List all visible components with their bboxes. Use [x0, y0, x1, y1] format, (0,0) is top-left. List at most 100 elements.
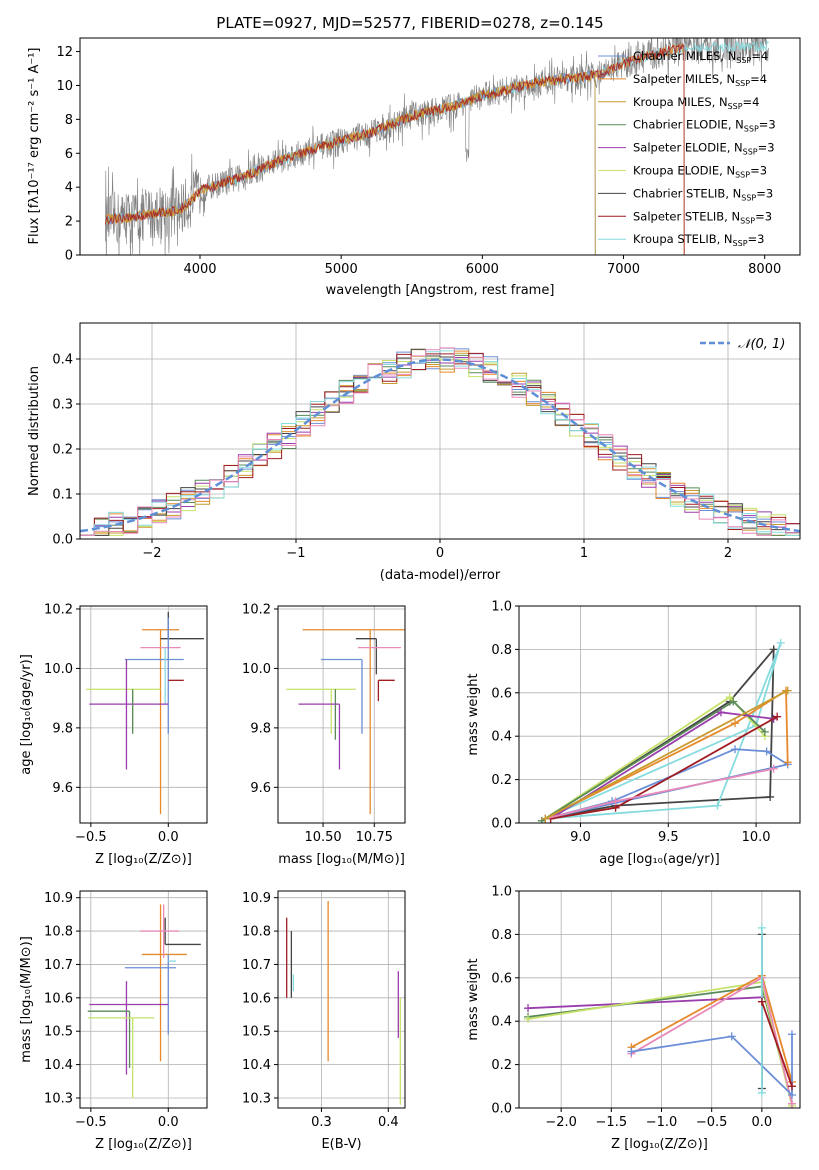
panel-weight_vs_age: 9.0 9.5 10.0 0.0 0.2 0.4 0.6 0.8 1.0 age [log₁₀(a…	[466, 600, 801, 867]
errorbar-point	[87, 1017, 155, 1098]
weight-series	[541, 638, 785, 823]
figure-title: PLATE=0927, MJD=52577, FIBERID=0278, z=0…	[216, 14, 603, 32]
y-tick-label: 6	[65, 147, 73, 162]
gaussian-curve	[80, 358, 800, 533]
y-tick-label: 10.5	[242, 1025, 271, 1040]
y-tick-label: 10	[56, 79, 73, 94]
errorbar-point	[321, 658, 363, 734]
y-tick-label: 0.6	[491, 971, 512, 986]
y-axis-label: Normed distribution	[27, 366, 42, 496]
errorbar-point	[377, 679, 395, 702]
y-tick-label: 10.4	[242, 1058, 271, 1073]
legend-label: Kroupa STELIB, NSSP=3	[633, 232, 764, 248]
weight-line	[545, 748, 791, 820]
plus-marker	[727, 1032, 736, 1041]
histogram-series	[80, 349, 800, 539]
legend-label: Kroupa ELODIE, NSSP=3	[633, 164, 767, 180]
panel-spectrum: 4000 5000 6000 7000 8000 0 2 4 6 8 10 12 wavelength …	[27, 37, 801, 298]
x-axis-label: E(B-V)	[321, 1137, 361, 1152]
x-tick-label: 0	[436, 546, 444, 561]
x-tick-label: 0.0	[752, 1115, 773, 1130]
plot-area-residual_histogram	[80, 323, 800, 539]
weight-series	[757, 997, 796, 1091]
y-axis-label: mass weight	[466, 673, 481, 755]
histogram-series	[80, 352, 800, 539]
plus-marker	[757, 1088, 766, 1097]
plus-marker	[729, 697, 738, 706]
x-tick-label: 10.75	[356, 830, 393, 845]
y-tick-label: 0	[65, 249, 73, 264]
plus-marker	[713, 801, 722, 810]
y-tick-label: 4	[65, 181, 73, 196]
x-tick-label: 9.0	[570, 830, 591, 845]
plus-marker	[541, 814, 550, 823]
plus-marker	[787, 1030, 796, 1039]
x-tick-label: −1	[286, 546, 305, 561]
plus-marker	[787, 1099, 796, 1108]
y-tick-label: 0.4	[491, 1015, 512, 1030]
y-tick-label: 10.3	[242, 1091, 271, 1106]
weight-line	[527, 981, 793, 1107]
axes-frame	[79, 37, 801, 256]
model-spectrum-line	[104, 43, 685, 255]
y-axis-label: age [log₁₀(age/yr)]	[19, 654, 34, 775]
plus-marker	[611, 797, 620, 806]
weight-series	[757, 923, 766, 1097]
plus-marker	[627, 1047, 636, 1056]
y-tick-label: 9.8	[250, 721, 271, 736]
y-tick-label: 0.3	[52, 398, 73, 413]
plus-marker	[524, 1004, 533, 1013]
errorbar-point	[355, 638, 377, 675]
y-tick-label: 0.2	[52, 443, 73, 458]
axes-frame	[518, 605, 801, 824]
plus-marker	[725, 693, 734, 702]
y-tick-label: 10.8	[242, 925, 271, 940]
x-tick-label: −1.5	[596, 1115, 628, 1130]
panel-mass_vs_Z: −0.5 0.0 10.3 10.4 10.5 10.6 10.7 10.8 10.9 Z [lo…	[19, 890, 208, 1152]
y-axis-label: mass weight	[466, 958, 481, 1040]
y-tick-label: 0.4	[491, 730, 512, 745]
x-axis-label: Z [log₁₀(Z/Z⊙)]	[95, 1137, 192, 1152]
axes-frame	[277, 890, 406, 1109]
x-tick-label: 9.5	[658, 830, 679, 845]
x-axis-label: (data-model)/error	[380, 568, 501, 583]
histogram-series	[80, 347, 800, 539]
x-tick-label: 1	[580, 546, 588, 561]
weight-line	[527, 985, 793, 1104]
weight-series	[546, 708, 778, 823]
axes-frame	[79, 605, 208, 824]
plus-marker	[524, 1015, 533, 1024]
y-tick-label: 9.6	[52, 781, 73, 796]
y-tick-label: 0.6	[491, 686, 512, 701]
panel-weight_vs_Z: −2.0 −1.5 −1.0 −0.5 0.0 0.0 0.2 0.4 0.6 0.8 1.0 Z […	[466, 885, 801, 1152]
y-tick-label: 10.5	[44, 1025, 73, 1040]
y-tick-label: 10.0	[44, 662, 73, 677]
plot-area-age_vs_Z	[80, 606, 207, 823]
plot-area-spectrum	[104, 38, 770, 255]
panel-age_vs_mass: 10.50 10.75 9.6 9.8 10.0 10.2 mass [log₁₀(M/M⊙…	[242, 602, 406, 867]
plus-marker	[769, 764, 778, 773]
legend-label: Salpeter MILES, NSSP=4	[633, 72, 767, 88]
y-tick-label: 1.0	[491, 885, 512, 900]
legend: Chabrier MILES, NSSP=4 Salpeter MILES, NS…	[598, 49, 776, 248]
x-tick-label: −2	[142, 546, 161, 561]
weight-line	[544, 688, 789, 820]
y-tick-label: 10.7	[44, 958, 73, 973]
panel-residual_histogram: −2 −1 0 1 2 0.0 0.1 0.2 0.3 0.4 (data-model)/error…	[27, 322, 801, 583]
plus-marker	[766, 792, 775, 801]
plus-marker	[762, 747, 771, 756]
y-tick-label: 10.8	[44, 925, 73, 940]
legend-label: Chabrier MILES, NSSP=4	[633, 49, 768, 65]
plot-area-weight_vs_Z	[519, 891, 800, 1108]
weight-line	[527, 996, 762, 1010]
plot-area-age_vs_mass	[278, 606, 405, 823]
plus-marker	[757, 923, 766, 932]
weight-line	[761, 1001, 793, 1087]
plus-marker	[787, 1082, 796, 1091]
x-tick-label: 4000	[183, 262, 216, 277]
plus-marker	[760, 727, 769, 736]
plus-marker	[731, 719, 740, 728]
x-tick-label: 10.50	[304, 830, 341, 845]
y-tick-label: 10.9	[44, 891, 73, 906]
